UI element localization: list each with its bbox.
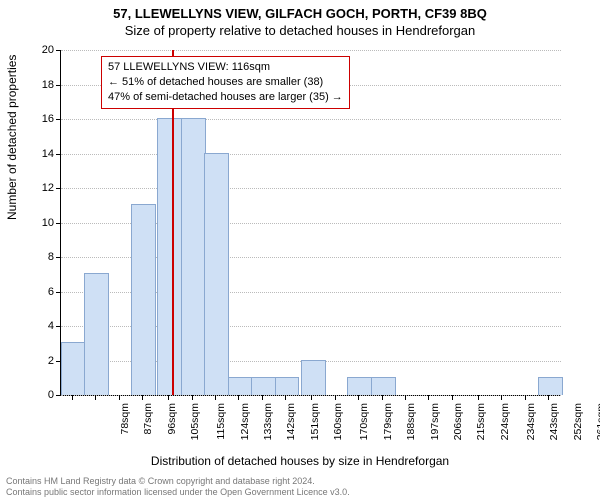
ytick-label: 2 [26,355,54,367]
ytick-label: 12 [26,182,54,194]
xtick-mark [168,395,169,400]
xtick-label: 133sqm [262,403,274,453]
xtick-mark [478,395,479,400]
xtick-mark [311,395,312,400]
xtick-label: 243sqm [548,403,560,453]
xtick-label: 261sqm [595,403,600,453]
xtick-mark [335,395,336,400]
ytick-mark [56,292,61,293]
xtick-mark [72,395,73,400]
histogram-bar [538,377,563,395]
ytick-mark [56,119,61,120]
xtick-label: 215sqm [475,403,487,453]
ytick-label: 0 [26,389,54,401]
xtick-label: 142sqm [285,403,297,453]
xtick-label: 124sqm [239,403,251,453]
xtick-label: 252sqm [572,403,584,453]
xtick-label: 206sqm [452,403,464,453]
xtick-label: 151sqm [309,403,321,453]
histogram-bar [157,118,182,395]
xtick-mark [501,395,502,400]
xtick-mark [95,395,96,400]
ytick-label: 14 [26,148,54,160]
annotation-line-2: ← 51% of detached houses are smaller (38… [108,75,343,90]
ytick-mark [56,85,61,86]
xtick-mark [405,395,406,400]
xtick-mark [119,395,120,400]
xtick-mark [238,395,239,400]
histogram-bar [371,377,396,395]
xtick-mark [428,395,429,400]
xtick-label: 78sqm [119,403,131,453]
ytick-label: 4 [26,320,54,332]
plot-area: 57 LLEWELLYNS VIEW: 116sqm ← 51% of deta… [60,50,561,396]
ytick-label: 6 [26,286,54,298]
xtick-mark [192,395,193,400]
ytick-label: 10 [26,217,54,229]
histogram-bar [301,360,326,396]
gridline [61,154,561,155]
gridline [61,119,561,120]
xtick-mark [262,395,263,400]
footer-line-2: Contains public sector information licen… [6,487,350,498]
histogram-bar [251,377,276,395]
gridline [61,188,561,189]
ytick-label: 18 [26,79,54,91]
x-axis-label: Distribution of detached houses by size … [0,454,600,468]
xtick-mark [452,395,453,400]
histogram-bar [347,377,372,395]
histogram-bar [61,342,86,395]
xtick-label: 224sqm [499,403,511,453]
xtick-mark [142,395,143,400]
ytick-mark [56,154,61,155]
xtick-mark [382,395,383,400]
xtick-mark [215,395,216,400]
histogram-bar [131,204,156,395]
ytick-mark [56,395,61,396]
annotation-line-3: 47% of semi-detached houses are larger (… [108,90,343,105]
ytick-mark [56,257,61,258]
ytick-label: 8 [26,251,54,263]
xtick-label: 160sqm [332,403,344,453]
xtick-label: 188sqm [405,403,417,453]
footer-attribution: Contains HM Land Registry data © Crown c… [6,476,350,499]
y-axis-label: Number of detached properties [5,55,19,220]
annotation-line-1: 57 LLEWELLYNS VIEW: 116sqm [108,60,343,75]
histogram-bar [84,273,109,395]
footer-line-1: Contains HM Land Registry data © Crown c… [6,476,350,487]
histogram-bar [204,153,229,396]
xtick-label: 105sqm [189,403,201,453]
title-main: 57, LLEWELLYNS VIEW, GILFACH GOCH, PORTH… [0,0,600,21]
ytick-mark [56,188,61,189]
histogram-bar [228,377,253,395]
xtick-label: 197sqm [429,403,441,453]
ytick-mark [56,326,61,327]
gridline [61,50,561,51]
annotation-box: 57 LLEWELLYNS VIEW: 116sqm ← 51% of deta… [101,56,350,109]
xtick-mark [548,395,549,400]
xtick-mark [285,395,286,400]
chart-container: 57, LLEWELLYNS VIEW, GILFACH GOCH, PORTH… [0,0,600,500]
title-sub: Size of property relative to detached ho… [0,21,600,38]
ytick-mark [56,223,61,224]
xtick-label: 96sqm [166,403,178,453]
xtick-label: 179sqm [382,403,394,453]
histogram-bar [275,377,300,395]
xtick-mark [358,395,359,400]
histogram-bar [181,118,206,395]
ytick-label: 16 [26,113,54,125]
xtick-label: 115sqm [215,403,227,453]
xtick-label: 87sqm [142,403,154,453]
ytick-label: 20 [26,44,54,56]
ytick-mark [56,50,61,51]
xtick-label: 170sqm [358,403,370,453]
xtick-mark [525,395,526,400]
xtick-label: 234sqm [525,403,537,453]
